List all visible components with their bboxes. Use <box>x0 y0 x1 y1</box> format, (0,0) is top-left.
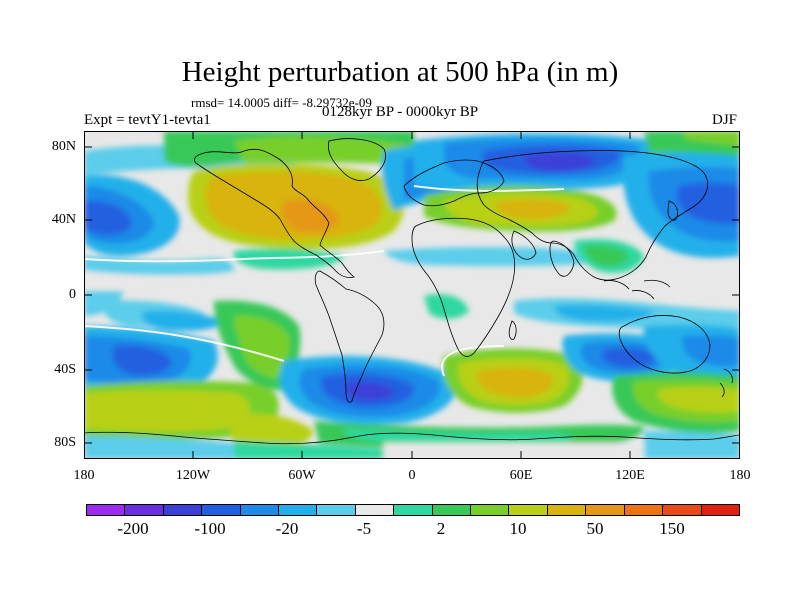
colorbar-label: 10 <box>509 519 527 538</box>
lon-label-120e: 120E <box>615 468 645 483</box>
colorbar-segment-14 <box>624 505 664 515</box>
map-svg <box>84 131 740 459</box>
coastlines <box>84 138 740 445</box>
colorbar-segment-9 <box>432 505 472 515</box>
stats-line: rmsd= 14.0005 diff= -8.29732e-09 <box>191 95 372 110</box>
map-panel <box>84 131 740 459</box>
period-label: 0128kyr BP - 0000kyr BP <box>322 104 479 120</box>
colorbar-label: -5 <box>356 519 372 538</box>
lat-label-80s: 80S <box>54 435 76 450</box>
lon-label-120w: 120W <box>175 468 211 483</box>
lon-label-60e: 60E <box>509 468 533 483</box>
colorbar-segment-7 <box>355 505 395 515</box>
colorbar-label: 150 <box>659 519 685 538</box>
colorbar-segment-0 <box>87 505 126 515</box>
colorbar <box>86 504 740 516</box>
colorbar-segment-4 <box>240 505 280 515</box>
height-field <box>84 131 740 459</box>
colorbar-segment-11 <box>509 505 548 515</box>
lat-label-40s: 40S <box>54 362 76 377</box>
colorbar-segment-13 <box>586 505 625 515</box>
colorbar-segment-16 <box>701 505 739 515</box>
colorbar-label: -20 <box>275 519 299 538</box>
colorbar-segment-12 <box>547 505 587 515</box>
lon-label-180w: 180 <box>73 468 95 483</box>
colorbar-segment-1 <box>125 505 164 515</box>
season-label: DJF <box>712 112 738 128</box>
lon-label-180e: 180 <box>729 468 751 483</box>
colorbar-label: -200 <box>117 519 149 538</box>
colorbar-segment-2 <box>163 505 203 515</box>
experiment-label: Expt = tevtY1-tevta1 <box>84 112 211 128</box>
lat-label-0: 0 <box>69 287 76 302</box>
colorbar-label: 2 <box>436 519 446 538</box>
colorbar-segment-5 <box>279 505 318 515</box>
colorbar-label: -100 <box>194 519 226 538</box>
axis-ticks <box>84 131 740 459</box>
lon-label-60w: 60W <box>288 468 316 483</box>
zero-contours <box>84 185 565 377</box>
colorbar-segment-8 <box>394 505 433 515</box>
colorbar-segment-15 <box>663 505 702 515</box>
plot-title: Height perturbation at 500 hPa (in m) <box>181 56 619 88</box>
lat-label-80n: 80N <box>51 139 76 154</box>
lat-label-40n: 40N <box>51 212 76 227</box>
colorbar-segment-6 <box>317 505 356 515</box>
colorbar-segment-10 <box>471 505 510 515</box>
colorbar-segment-3 <box>202 505 241 515</box>
colorbar-label: 50 <box>586 519 604 538</box>
lon-label-0: 0 <box>408 468 416 483</box>
